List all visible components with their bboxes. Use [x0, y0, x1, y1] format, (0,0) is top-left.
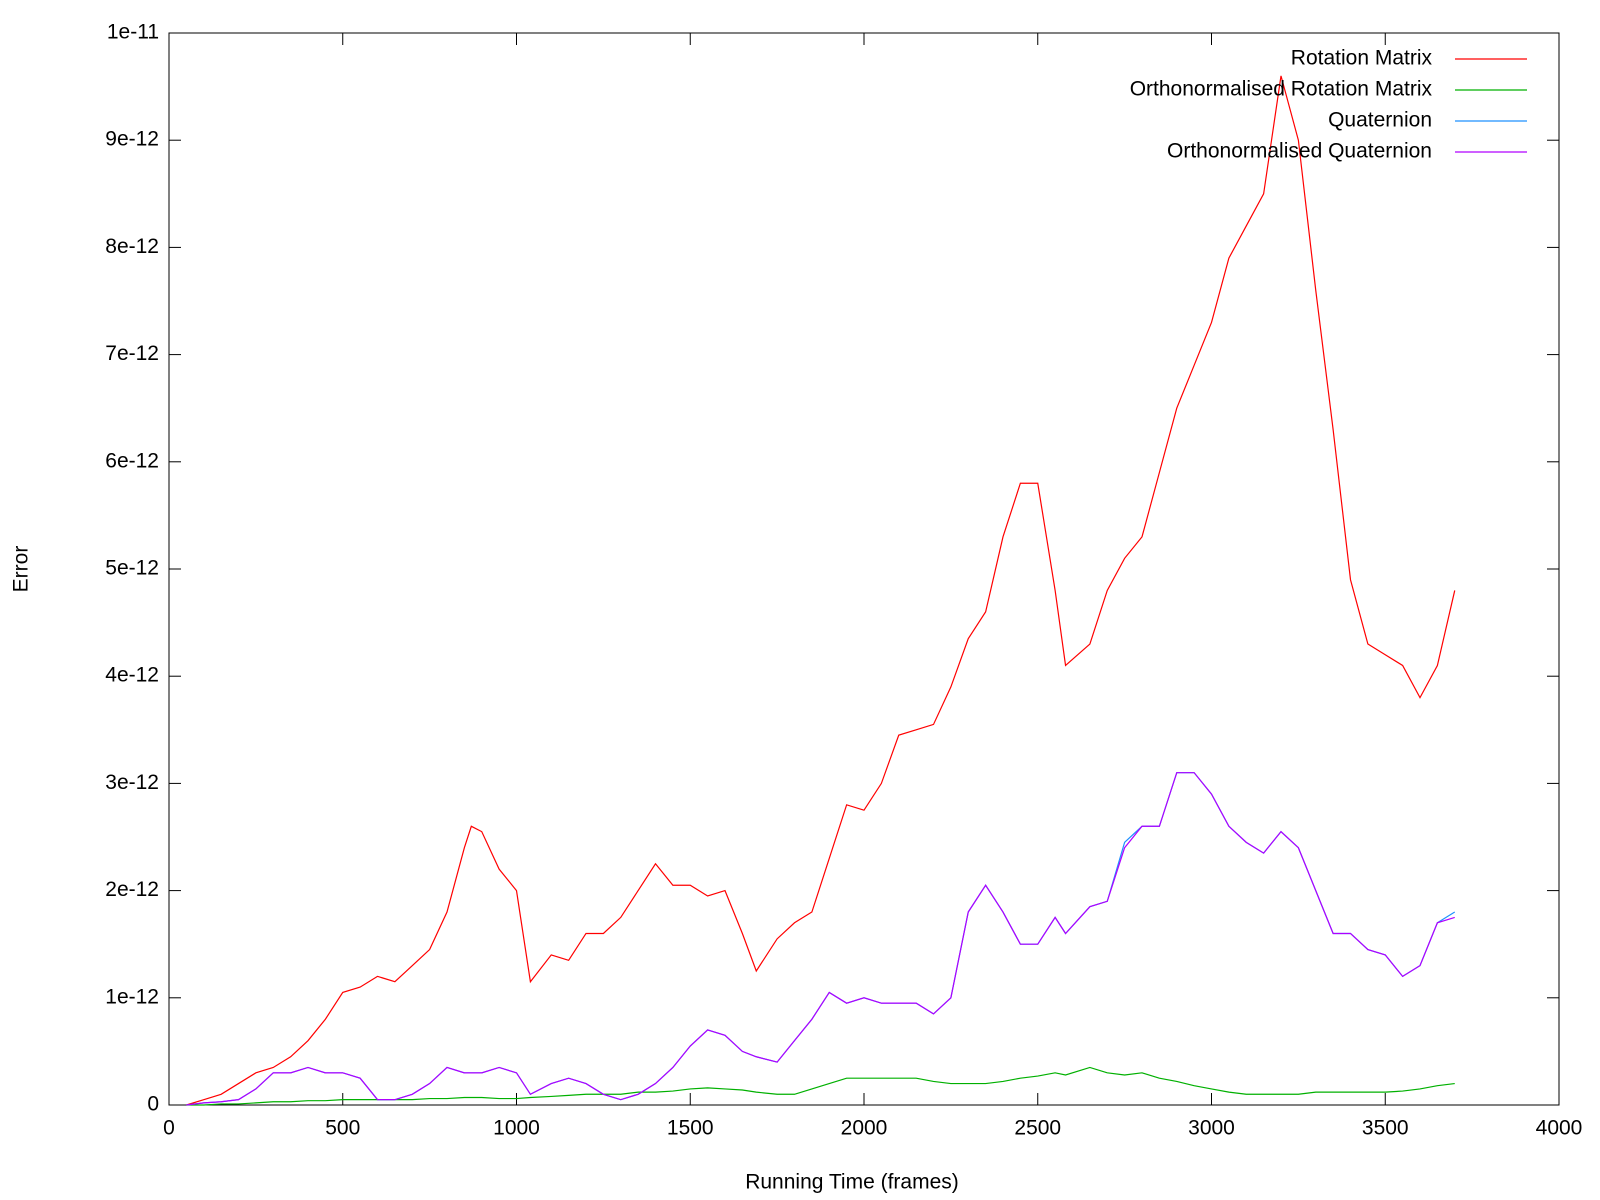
y-tick-label: 8e-12 [105, 235, 159, 258]
plot-frame [168, 32, 1560, 1106]
y-tick-label: 5e-12 [105, 557, 159, 580]
y-tick-label: 4e-12 [105, 664, 159, 687]
x-tick-label: 2000 [841, 1117, 888, 1140]
legend-label: Orthonormalised Quaternion [1167, 140, 1432, 163]
y-tick-label: 1e-11 [107, 21, 159, 44]
x-tick-label: 3000 [1188, 1117, 1235, 1140]
series-line [186, 772, 1456, 1106]
y-tick-label: 0 [147, 1093, 159, 1116]
y-tick-label: 6e-12 [105, 449, 159, 472]
x-tick-label: 0 [163, 1117, 175, 1140]
y-tick-label: 1e-12 [105, 985, 159, 1008]
x-axis-label: Running Time (frames) [745, 1171, 959, 1194]
x-tick-label: 3500 [1362, 1117, 1409, 1140]
legend-label: Quaternion [1328, 109, 1432, 132]
y-axis-label: Error [10, 546, 33, 593]
x-tick-label: 1000 [493, 1117, 540, 1140]
y-tick-label: 9e-12 [105, 128, 159, 151]
legend-label: Orthonormalised Rotation Matrix [1130, 78, 1433, 101]
y-tick-label: 2e-12 [105, 878, 159, 901]
y-tick-label: 3e-12 [105, 771, 159, 794]
x-tick-label: 4000 [1536, 1117, 1583, 1140]
series-line [186, 772, 1455, 1106]
legend-label: Rotation Matrix [1291, 47, 1433, 70]
x-tick-label: 500 [325, 1117, 360, 1140]
y-tick-label: 7e-12 [105, 342, 159, 365]
series-line [186, 75, 1456, 1106]
x-tick-label: 1500 [667, 1117, 714, 1140]
series-line [186, 1066, 1455, 1106]
x-tick-label: 2500 [1014, 1117, 1061, 1140]
